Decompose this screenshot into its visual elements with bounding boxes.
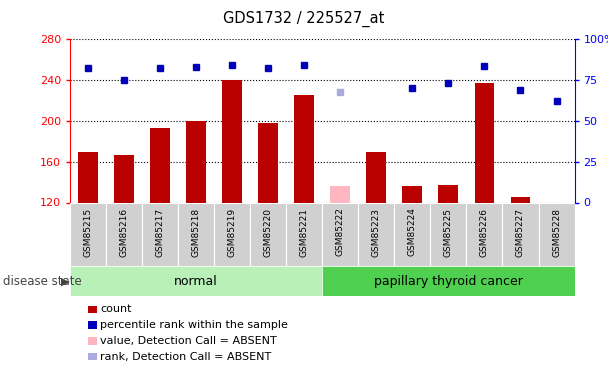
Bar [367,152,386,202]
Bar [258,123,278,202]
Text: ▶: ▶ [61,276,70,286]
Text: GSM85222: GSM85222 [336,208,345,256]
Bar [150,128,170,202]
Bar [250,202,286,266]
Text: GSM85219: GSM85219 [227,208,237,257]
Text: GSM85227: GSM85227 [516,208,525,256]
Bar [539,202,575,266]
Text: GSM85218: GSM85218 [192,208,201,257]
Bar [395,202,430,266]
Bar [70,202,106,266]
Text: GSM85223: GSM85223 [372,208,381,256]
Text: disease state: disease state [3,275,82,288]
Bar [222,80,242,203]
Text: normal: normal [174,275,218,288]
Text: GSM85217: GSM85217 [156,208,165,257]
Text: GSM85228: GSM85228 [552,208,561,256]
Bar [106,202,142,266]
Text: GSM85225: GSM85225 [444,208,453,256]
Bar [430,202,466,266]
Text: value, Detection Call = ABSENT: value, Detection Call = ABSENT [100,336,277,346]
Bar [322,266,575,296]
Bar [358,202,395,266]
Text: GSM85226: GSM85226 [480,208,489,256]
Bar [402,186,423,202]
Text: count: count [100,304,132,314]
Text: GSM85220: GSM85220 [264,208,272,256]
Bar [322,202,358,266]
Bar [466,202,502,266]
Bar [70,266,322,296]
Text: rank, Detection Call = ABSENT: rank, Detection Call = ABSENT [100,352,272,362]
Bar [438,185,458,202]
Bar [214,202,250,266]
Bar [142,202,178,266]
Bar [186,121,206,202]
Text: GSM85216: GSM85216 [120,208,128,257]
Bar [330,186,350,202]
Text: GDS1732 / 225527_at: GDS1732 / 225527_at [223,11,385,27]
Bar [474,83,494,203]
Bar [511,197,530,202]
Bar [286,202,322,266]
Bar [78,152,98,202]
Bar [294,96,314,202]
Bar [502,202,539,266]
Text: percentile rank within the sample: percentile rank within the sample [100,320,288,330]
Text: GSM85215: GSM85215 [83,208,92,257]
Text: GSM85221: GSM85221 [300,208,309,256]
Bar [178,202,214,266]
Bar [114,154,134,203]
Text: papillary thyroid cancer: papillary thyroid cancer [374,275,523,288]
Text: GSM85224: GSM85224 [408,208,417,256]
